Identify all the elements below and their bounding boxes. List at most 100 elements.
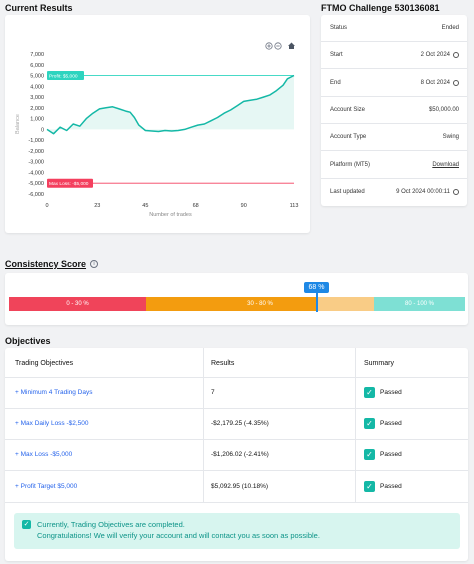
row-divider (5, 439, 468, 440)
completion-notice: ✓ Currently, Trading Objectives are comp… (14, 513, 460, 549)
download-link[interactable]: Download (432, 162, 459, 168)
balance-chart: 7,000 6,000 5,000 4,000 3,000 2,000 1,000 0 -1,0… (15, 42, 299, 218)
y-tick-label: 6,000 (30, 63, 44, 69)
info-value-text: 2 Oct 2024 (420, 52, 450, 59)
y-tick-label: 3,000 (30, 95, 44, 101)
info-value: 8 Oct 2024 (420, 79, 459, 86)
info-row: Account Size $50,000.00 (321, 97, 467, 124)
zoom-in-icon[interactable] (265, 42, 273, 50)
x-tick-label: 23 (94, 203, 100, 209)
segment-label: 30 - 80 % (247, 301, 273, 307)
zoom-out-icon[interactable] (274, 42, 282, 50)
y-tick-label: -6,000 (28, 192, 44, 198)
row-divider (5, 502, 468, 503)
info-value: Ended (442, 25, 459, 31)
notice-line-1: Currently, Trading Objectives are comple… (37, 520, 185, 529)
x-tick-label: 0 (45, 203, 48, 209)
check-icon: ✓ (364, 418, 375, 429)
objective-label: Max Daily Loss -$2,500 (20, 420, 89, 427)
info-row: Account Type Swing (321, 124, 467, 152)
notice-line-2: Congratulations! We will verify your acc… (37, 531, 320, 540)
score-badge: 68 % (304, 282, 329, 293)
y-tick-label: -3,000 (28, 160, 44, 166)
info-value-text: 9 Oct 2024 00:00:11 (396, 188, 450, 195)
y-tick-label: 4,000 (30, 84, 44, 90)
objective-link[interactable]: + Max Daily Loss -$2,500 (15, 420, 89, 427)
loss-label-bg (47, 178, 93, 188)
profit-label: Profit: $5,000 (49, 74, 78, 80)
info-key: Platform (MT5) (330, 161, 371, 168)
objective-label: Max Loss -$5,000 (20, 451, 73, 458)
expand-plus-icon[interactable]: + (15, 483, 21, 490)
summary-status: Passed (380, 420, 402, 427)
balance-area (47, 75, 294, 134)
info-value: Swing (443, 134, 459, 140)
objective-result: $5,092.95 (10.18%) (211, 483, 269, 490)
segment-label: 0 - 30 % (66, 301, 89, 307)
expand-plus-icon[interactable]: + (15, 389, 21, 396)
expand-plus-icon[interactable]: + (15, 451, 21, 458)
header-divider (5, 377, 468, 378)
info-key: Start (330, 52, 343, 59)
clock-icon (453, 79, 459, 86)
info-value: 9 Oct 2024 00:00:11 (396, 188, 459, 195)
objective-summary: ✓ Passed (364, 449, 402, 460)
objective-label: Minimum 4 Trading Days (20, 389, 93, 396)
objective-label: Profit Target $5,000 (20, 483, 78, 490)
segment-0-30: 0 - 30 % (9, 297, 146, 311)
x-tick-label: 45 (142, 203, 148, 209)
objective-summary: ✓ Passed (364, 418, 402, 429)
check-icon: ✓ (22, 520, 31, 529)
consistency-title: Consistency Score (5, 259, 87, 269)
x-tick-label: 68 (193, 203, 199, 209)
objective-summary: ✓ Passed (364, 387, 402, 398)
header-results: Results (211, 360, 235, 367)
reset-zoom-home-icon[interactable] (288, 42, 295, 50)
info-row: Last updated 9 Oct 2024 00:00:11 (321, 179, 467, 206)
row-divider (5, 408, 468, 409)
column-divider (355, 348, 356, 502)
x-tick-label: 90 (241, 203, 247, 209)
y-tick-label: -4,000 (28, 170, 44, 176)
header-trading-objectives: Trading Objectives (15, 360, 74, 367)
info-value-text: Ended (441, 25, 459, 31)
info-value-text: Swing (442, 134, 459, 141)
score-marker-line (316, 291, 318, 312)
balance-line (46, 74, 295, 135)
summary-status: Passed (380, 389, 402, 396)
objective-summary: ✓ Passed (364, 481, 402, 492)
expand-plus-icon[interactable]: + (15, 420, 21, 427)
segment-30-80-label: 30 - 80 % (146, 297, 374, 311)
objective-result: -$2,179.25 (-4.35%) (211, 420, 269, 427)
x-axis-label: Number of trades (149, 212, 192, 218)
y-tick-label: -2,000 (28, 149, 44, 155)
results-chart-card: 7,000 6,000 5,000 4,000 3,000 2,000 1,000 0 -1,0… (5, 15, 310, 233)
info-row: Start 2 Oct 2024 (321, 42, 467, 70)
info-key: Status (330, 25, 348, 31)
objective-result: 7 (211, 389, 215, 396)
objective-result: -$1,206.02 (-2.41%) (211, 451, 269, 458)
x-tick-label: 113 (290, 203, 299, 209)
objective-link[interactable]: + Profit Target $5,000 (15, 483, 77, 490)
info-value-text: $50,000.00 (428, 106, 459, 113)
info-row: End 8 Oct 2024 (321, 70, 467, 97)
info-key: End (330, 79, 341, 86)
info-value: $50,000.00 (429, 107, 459, 113)
objective-link[interactable]: + Max Loss -$5,000 (15, 451, 72, 458)
check-icon: ✓ (364, 387, 375, 398)
info-value: 2 Oct 2024 (420, 52, 459, 59)
consistency-header: Consistency Score i (5, 259, 99, 269)
segment-label: 80 - 100 % (404, 301, 435, 307)
objective-link[interactable]: + Minimum 4 Trading Days (15, 389, 93, 396)
check-icon: ✓ (364, 449, 375, 460)
header-summary: Summary (364, 360, 394, 367)
info-key: Account Type (330, 134, 367, 141)
y-tick-label: 2,000 (30, 106, 44, 112)
summary-status: Passed (380, 451, 402, 458)
summary-status: Passed (380, 483, 402, 490)
info-row: Platform (MT5) Download (321, 152, 467, 179)
info-value-text: 8 Oct 2024 (420, 79, 450, 86)
y-axis-label: Balance (15, 114, 21, 134)
y-tick-label: 5,000 (30, 74, 44, 80)
info-icon[interactable]: i (90, 260, 99, 268)
